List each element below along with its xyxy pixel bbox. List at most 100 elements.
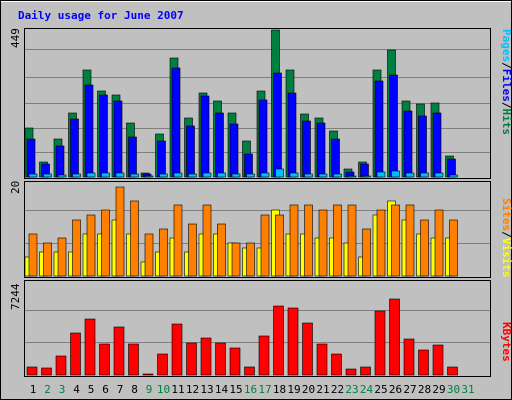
visits-bars — [24, 186, 458, 277]
hits-bar-pages-day-4 — [72, 173, 81, 178]
visits-legend: Sites/Visits — [500, 198, 512, 278]
hits-bar-files-day-29 — [432, 112, 442, 178]
hits-bar-pages-day-25 — [376, 171, 386, 178]
visits-bar-sites-day-22 — [333, 204, 342, 277]
day-label-3: 3 — [59, 383, 66, 396]
x-axis-day-labels: 1 2 3 4 5 6 7 8 9 10 11 12 13 14 15 16 17 18 19 20 21 22 23 24 2… — [30, 383, 475, 396]
visits-bar-sites-day-6 — [101, 209, 110, 277]
hits-bar-files-day-14 — [215, 112, 224, 178]
legend-visits: Visits — [500, 238, 512, 278]
visits-bar-sites-day-29 — [434, 209, 444, 277]
day-label-31: 31 — [461, 383, 474, 396]
visits-bar-sites-day-3 — [57, 237, 67, 277]
day-label-19: 19 — [287, 383, 300, 396]
legend-kbytes: KBytes — [500, 322, 512, 362]
hits-bar-pages-day-19 — [289, 172, 299, 178]
hits-bar-pages-day-21 — [318, 173, 328, 178]
kbytes-bar-kbytes-day-3 — [55, 355, 67, 376]
hits-bar-files-day-11 — [171, 67, 181, 178]
hits-legend: Pages/Files/Hits — [500, 29, 512, 135]
hits-bar-pages-day-9 — [144, 175, 154, 178]
kbytes-bar-kbytes-day-20 — [302, 322, 313, 376]
day-label-11: 11 — [171, 383, 184, 396]
legend-pages: Pages — [500, 29, 512, 62]
hits-bar-files-day-26 — [389, 74, 398, 178]
kbytes-bar-kbytes-day-9 — [142, 373, 154, 376]
day-label-25: 25 — [374, 383, 387, 396]
frame-highlight — [1, 1, 511, 2]
hits-bars — [24, 29, 458, 178]
visits-bar-sites-day-9 — [144, 233, 154, 277]
hits-bar-pages-day-11 — [173, 172, 183, 178]
kbytes-max-label: 7244 — [9, 283, 22, 310]
legend-files: Files — [500, 69, 512, 102]
kbytes-bar-kbytes-day-7 — [113, 326, 125, 376]
kbytes-bar-kbytes-day-4 — [70, 332, 81, 376]
hits-bar-pages-day-30 — [449, 174, 458, 178]
kbytes-bar-kbytes-day-23 — [345, 368, 357, 376]
hits-bar-pages-day-15 — [231, 173, 241, 178]
chart-title: Daily usage for June 2007 — [18, 9, 184, 22]
kbytes-bar-kbytes-day-26 — [389, 298, 400, 376]
visits-bar-sites-day-16 — [246, 242, 255, 277]
legend-hits: Hits — [500, 109, 512, 136]
hits-bar-pages-day-3 — [57, 174, 67, 178]
kbytes-bar-kbytes-day-10 — [157, 353, 168, 376]
hits-max-label: 449 — [9, 28, 22, 48]
hits-bar-pages-day-18 — [275, 168, 284, 178]
svg-text:Pages/Files/Hits: Pages/Files/Hits — [500, 29, 512, 135]
day-label-30: 30 — [447, 383, 460, 396]
visits-bar-sites-day-23 — [347, 204, 357, 277]
day-label-10: 10 — [157, 383, 170, 396]
hits-bar-pages-day-12 — [188, 173, 197, 178]
hits-bar-files-day-22 — [331, 138, 340, 178]
kbytes-bar-kbytes-day-11 — [171, 323, 183, 376]
visits-bar-sites-day-25 — [376, 209, 386, 277]
day-label-24: 24 — [360, 383, 374, 396]
visits-bar-sites-day-26 — [391, 204, 400, 277]
hits-bar-files-day-5 — [84, 84, 94, 178]
day-label-22: 22 — [331, 383, 344, 396]
hits-bar-pages-day-27 — [405, 172, 415, 178]
visits-bar-sites-day-12 — [188, 223, 197, 277]
kbytes-bars — [26, 298, 458, 376]
hits-bar-files-day-27 — [403, 110, 413, 178]
hits-bar-files-day-30 — [447, 158, 456, 178]
day-label-7: 7 — [117, 383, 124, 396]
hits-bar-files-day-8 — [128, 136, 137, 178]
visits-bar-sites-day-8 — [130, 200, 139, 277]
hits-bar-pages-day-1 — [28, 173, 38, 178]
day-label-21: 21 — [316, 383, 329, 396]
kbytes-bar-kbytes-day-17 — [258, 335, 270, 376]
kbytes-bar-kbytes-day-14 — [215, 342, 226, 376]
visits-bar-sites-day-28 — [420, 219, 429, 277]
kbytes-bar-kbytes-day-21 — [316, 343, 328, 376]
hits-bar-pages-day-13 — [202, 172, 212, 178]
hits-bar-files-day-7 — [113, 100, 123, 178]
day-label-13: 13 — [200, 383, 213, 396]
day-label-4: 4 — [73, 383, 80, 396]
hits-bar-files-day-21 — [316, 122, 326, 178]
hits-bar-files-day-3 — [55, 145, 65, 178]
kbytes-bar-kbytes-day-19 — [287, 307, 299, 376]
hits-bar-files-day-16 — [244, 153, 253, 178]
kbytes-bar-kbytes-day-13 — [200, 337, 212, 376]
day-label-17: 17 — [258, 383, 271, 396]
hits-bar-files-day-1 — [26, 138, 36, 178]
day-label-20: 20 — [302, 383, 315, 396]
day-label-6: 6 — [102, 383, 109, 396]
day-label-12: 12 — [186, 383, 199, 396]
hits-bar-pages-day-28 — [420, 172, 429, 178]
hits-bar-files-day-4 — [70, 118, 79, 178]
kbytes-bar-kbytes-day-30 — [447, 366, 458, 376]
hits-bar-pages-day-5 — [86, 172, 96, 178]
kbytes-bar-kbytes-day-15 — [229, 347, 241, 376]
visits-bar-sites-day-27 — [405, 204, 415, 277]
visits-bar-sites-day-21 — [318, 209, 328, 277]
kbytes-bar-kbytes-day-16 — [244, 366, 255, 376]
hits-bar-pages-day-10 — [159, 173, 168, 178]
visits-bar-sites-day-17 — [260, 214, 270, 277]
visits-bar-sites-day-14 — [217, 223, 226, 277]
kbytes-bar-kbytes-day-27 — [403, 338, 415, 376]
visits-bar-sites-day-11 — [173, 204, 183, 277]
